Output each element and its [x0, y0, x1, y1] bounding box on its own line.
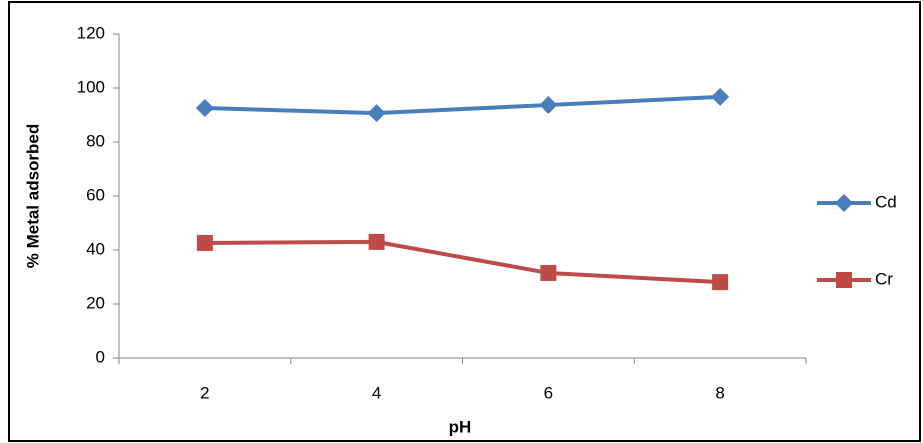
y-tick-label: 20: [86, 293, 105, 312]
series-line: [204, 239, 721, 285]
y-tick-label: 120: [77, 23, 105, 42]
y-tick-label: 40: [86, 239, 105, 258]
y-tick-label: 0: [96, 347, 105, 366]
legend-marker: [835, 194, 853, 212]
y-tick-label: 100: [77, 77, 105, 96]
chart-frame: [8, 1, 921, 442]
data-point: [367, 104, 386, 123]
data-point: [196, 234, 213, 251]
data-point: [539, 96, 558, 115]
data-point: [540, 264, 557, 281]
data-point: [195, 98, 214, 117]
legend-marker: [836, 272, 852, 288]
x-axis-label: pH: [449, 417, 472, 436]
series-line: [204, 94, 721, 116]
y-tick-label: 80: [86, 131, 105, 150]
x-tick-label: 6: [544, 383, 553, 402]
data-point: [712, 274, 729, 291]
x-tick-label: 8: [715, 383, 724, 402]
data-point: [711, 87, 730, 106]
x-tick-label: 4: [372, 383, 381, 402]
y-tick-label: 60: [86, 185, 105, 204]
x-tick-label: 2: [200, 383, 209, 402]
legend-label: Cd: [875, 192, 897, 211]
data-point: [368, 233, 385, 250]
legend-label: Cr: [875, 269, 893, 288]
y-axis-label: % Metal adsorbed: [23, 124, 42, 269]
